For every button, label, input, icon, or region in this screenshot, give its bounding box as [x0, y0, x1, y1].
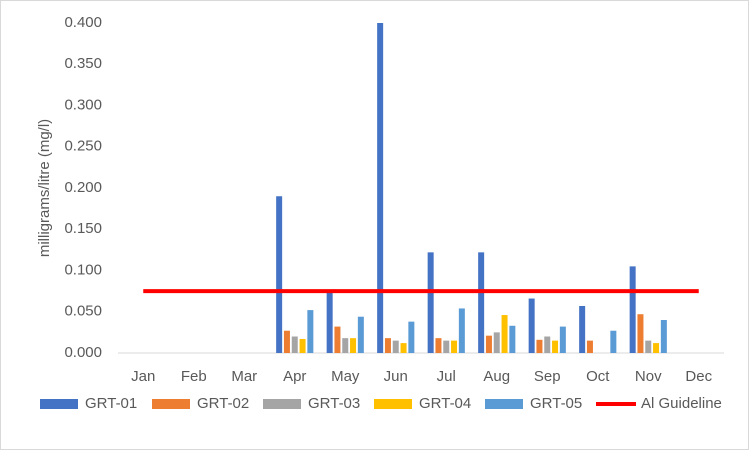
legend-label: GRT-04 — [419, 395, 471, 412]
bar — [552, 340, 559, 353]
bar — [357, 316, 364, 353]
bar — [342, 338, 349, 353]
bar — [637, 314, 644, 353]
bar — [586, 340, 593, 353]
x-tick-label: Jan — [131, 368, 155, 385]
bar — [408, 321, 415, 353]
x-tick-label: Aug — [483, 368, 510, 385]
bar — [528, 298, 535, 353]
legend-label: GRT-01 — [85, 395, 137, 412]
bar — [400, 343, 407, 353]
bar — [536, 339, 543, 353]
y-tick-label: 0.100 — [64, 261, 102, 278]
y-tick-label: 0.200 — [64, 179, 102, 196]
legend-label: GRT-03 — [308, 395, 360, 412]
bar — [493, 332, 500, 353]
y-tick-label: 0.300 — [64, 96, 102, 113]
legend-label: Al Guideline — [641, 395, 722, 412]
bar — [451, 340, 458, 353]
bar — [629, 266, 636, 353]
bar — [392, 340, 399, 353]
x-tick-label: Dec — [685, 368, 712, 385]
x-tick-label: Sep — [534, 368, 561, 385]
x-tick-label: Apr — [283, 368, 306, 385]
bar — [377, 23, 384, 353]
legend-label: GRT-05 — [530, 395, 582, 412]
bar — [458, 308, 465, 353]
bar — [610, 330, 617, 353]
y-tick-label: 0.050 — [64, 303, 102, 320]
bar — [350, 338, 357, 353]
bar — [579, 305, 586, 353]
bar — [478, 252, 485, 353]
y-tick-label: 0.000 — [64, 344, 102, 361]
bar — [299, 338, 306, 353]
y-tick-label: 0.250 — [64, 138, 102, 155]
legend-swatch — [374, 399, 412, 409]
legend-swatch — [485, 399, 523, 409]
bar — [443, 340, 450, 353]
bar — [509, 325, 516, 353]
bar — [427, 252, 434, 353]
y-axis-title: milligrams/litre (mg/l) — [36, 119, 53, 257]
x-tick-label: Nov — [635, 368, 662, 385]
bar — [501, 315, 508, 353]
bar — [645, 340, 652, 353]
y-tick-label: 0.350 — [64, 55, 102, 72]
bar — [326, 291, 333, 353]
bar — [334, 326, 341, 353]
bar — [276, 196, 283, 353]
y-tick-label: 0.400 — [64, 14, 102, 31]
bar — [435, 338, 442, 353]
bar — [283, 330, 290, 353]
x-tick-label: Feb — [181, 368, 207, 385]
x-tick-label: Mar — [231, 368, 257, 385]
legend-swatch — [263, 399, 301, 409]
bar — [485, 335, 492, 353]
bar — [660, 320, 667, 353]
x-tick-label: Oct — [586, 368, 610, 385]
y-tick-label: 0.150 — [64, 220, 102, 237]
x-tick-label: Jul — [437, 368, 456, 385]
bar — [653, 343, 660, 353]
legend-swatch — [152, 399, 190, 409]
bar — [544, 336, 551, 353]
x-tick-label: Jun — [384, 368, 408, 385]
bar — [559, 326, 566, 353]
bar — [384, 338, 391, 353]
legend-swatch — [40, 399, 78, 409]
bar — [291, 336, 298, 353]
x-tick-label: May — [331, 368, 360, 385]
legend-label: GRT-02 — [197, 395, 249, 412]
bar — [307, 310, 314, 353]
